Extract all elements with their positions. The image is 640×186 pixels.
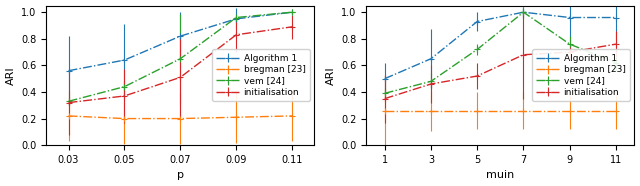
Y-axis label: ARI: ARI [326,66,335,85]
Legend: Algorithm 1, bregman [23], vem [24], initialisation: Algorithm 1, bregman [23], vem [24], ini… [532,49,630,101]
Y-axis label: ARI: ARI [6,66,15,85]
X-axis label: muin: muin [486,170,515,180]
Legend: Algorithm 1, bregman [23], vem [24], initialisation: Algorithm 1, bregman [23], vem [24], ini… [212,49,310,101]
X-axis label: p: p [177,170,184,180]
